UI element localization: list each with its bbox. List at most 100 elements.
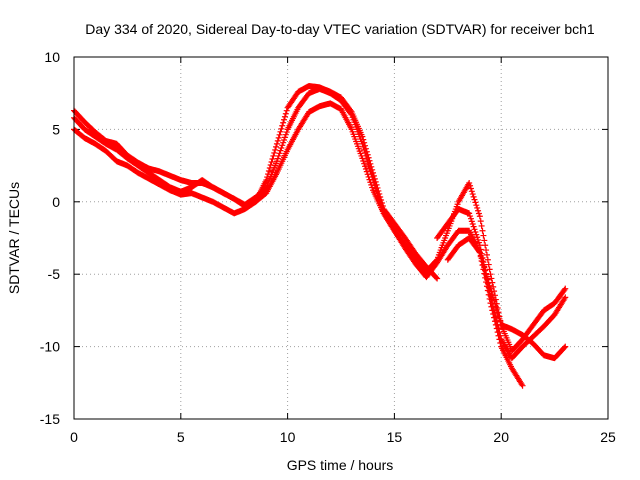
x-tick-label: 15 <box>387 429 403 445</box>
trace-marker <box>472 199 479 206</box>
trace-marker <box>490 294 497 301</box>
data-point <box>562 294 569 301</box>
trace-marker <box>362 149 369 156</box>
data-point <box>519 382 526 389</box>
trace-marker <box>497 332 504 339</box>
trace-marker <box>364 171 371 178</box>
trace-marker <box>482 242 489 249</box>
trace-marker <box>433 274 440 281</box>
trace-marker <box>491 300 498 307</box>
trace-marker <box>277 128 284 135</box>
trace-marker <box>363 168 370 175</box>
trace-marker <box>488 275 495 282</box>
trace-marker <box>281 134 288 141</box>
trace-marker <box>484 256 491 263</box>
trace-marker <box>481 237 488 244</box>
y-tick-label: 5 <box>52 121 60 137</box>
trace-marker <box>282 110 289 117</box>
trace-marker <box>275 152 282 159</box>
trace-marker <box>281 113 288 120</box>
trace-marker <box>274 137 281 144</box>
trace-marker <box>495 312 502 319</box>
trace-marker <box>474 234 481 241</box>
trace-marker <box>473 231 480 238</box>
trace-marker <box>483 251 490 258</box>
x-tick-label: 0 <box>70 429 78 445</box>
trace-marker <box>485 261 492 268</box>
trace-marker <box>468 188 475 195</box>
y-axis-label: SDTVAR / TECUs <box>6 182 22 294</box>
trace-marker <box>271 149 278 156</box>
trace-marker <box>488 288 495 295</box>
trace-marker <box>277 147 284 154</box>
data-point <box>562 285 569 292</box>
trace-marker <box>281 137 288 144</box>
trace-marker <box>483 247 490 254</box>
trace-marker <box>497 318 504 325</box>
trace-marker <box>274 155 281 162</box>
data-point <box>466 179 473 186</box>
data-point <box>434 275 441 282</box>
trace-marker <box>361 146 368 153</box>
data-point <box>359 155 366 162</box>
trace-marker <box>270 152 277 159</box>
trace-marker <box>360 143 367 150</box>
trace-marker <box>283 107 290 114</box>
trace-marker <box>362 165 369 172</box>
trace-marker <box>363 155 370 162</box>
trace-marker <box>495 325 502 332</box>
trace-marker <box>470 193 477 200</box>
trace-marker <box>491 297 498 304</box>
x-tick-label: 20 <box>493 429 509 445</box>
trace-marker <box>367 179 374 186</box>
trace-marker <box>272 146 279 153</box>
trace-marker <box>478 222 485 229</box>
trace-marker <box>480 232 487 239</box>
y-tick-label: -15 <box>40 411 60 427</box>
data-point <box>359 140 366 147</box>
trace-marker <box>281 116 288 123</box>
trace-marker <box>473 202 480 209</box>
trace-marker <box>468 218 475 225</box>
trace-marker <box>469 221 476 228</box>
data-point <box>476 242 483 249</box>
trace-marker <box>269 155 276 162</box>
x-tick-label: 10 <box>280 429 296 445</box>
trace-marker <box>477 218 484 225</box>
trace-marker <box>472 228 479 235</box>
trace-marker <box>276 150 283 157</box>
trace-marker <box>481 264 488 271</box>
trace-marker <box>362 163 369 170</box>
trace-marker <box>496 329 503 336</box>
trace-marker <box>283 129 290 136</box>
data-point <box>476 249 483 256</box>
trace-marker <box>492 303 499 310</box>
trace-marker <box>494 309 501 316</box>
trace-marker <box>347 110 354 117</box>
axis-ticks: 0 5 10 15 20 25 -15 -10 -5 0 5 10 <box>40 49 616 445</box>
trace-marker <box>268 158 275 165</box>
trace-marker <box>485 279 492 286</box>
trace-marker <box>470 223 477 230</box>
trace-marker <box>467 215 474 222</box>
trace-marker <box>486 266 493 273</box>
data-point <box>562 343 569 350</box>
trace-marker <box>369 184 376 191</box>
trace-marker <box>360 158 367 165</box>
trace-marker <box>467 185 474 192</box>
trace-marker <box>467 213 474 220</box>
trace-marker <box>273 143 280 150</box>
x-tick-label: 5 <box>177 429 185 445</box>
series-track-1 <box>71 82 441 282</box>
trace-marker <box>561 286 568 293</box>
trace-marker <box>278 144 285 151</box>
trace-marker <box>483 273 490 280</box>
y-tick-label: 0 <box>52 194 60 210</box>
trace-marker <box>482 267 489 274</box>
trace-marker <box>478 255 485 262</box>
y-tick-label: -5 <box>48 266 61 282</box>
trace-marker <box>561 344 568 351</box>
trace-marker <box>275 134 282 141</box>
trace-marker <box>491 311 498 318</box>
data-point <box>273 140 280 147</box>
